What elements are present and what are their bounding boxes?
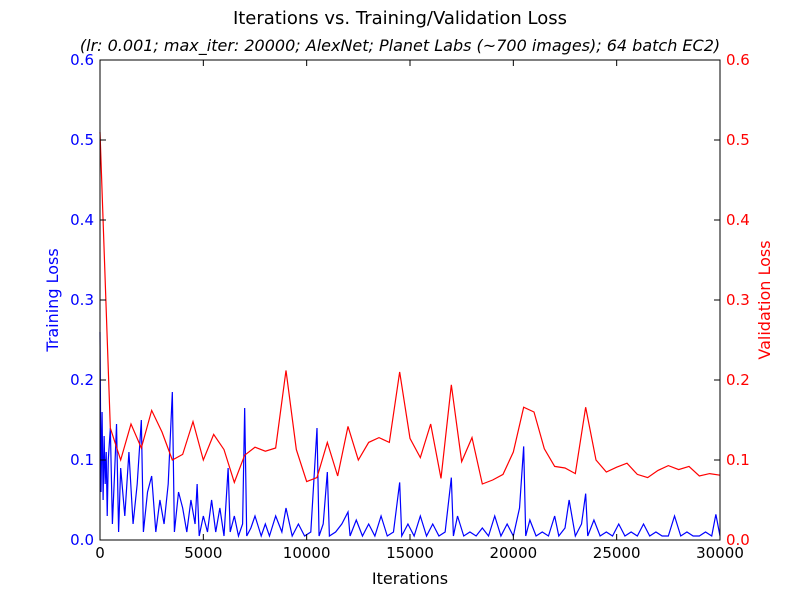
y-left-tick-label: 0.1 — [70, 451, 94, 469]
y-axis-left-label: Training Loss — [43, 248, 62, 352]
series-layer — [99, 131, 721, 539]
y-left-tick-label: 0.0 — [70, 531, 94, 549]
x-tick-label: 25000 — [593, 544, 641, 562]
validation-loss-line — [99, 131, 721, 485]
y-right-tick-label: 0.0 — [726, 531, 750, 549]
chart-title: Iterations vs. Training/Validation Loss — [232, 8, 568, 29]
x-tick-label: 15000 — [386, 544, 434, 562]
y-right-tick-label: 0.5 — [726, 131, 750, 149]
y-axis-right-label: Validation Loss — [755, 240, 774, 359]
x-tick-label: 20000 — [489, 544, 537, 562]
y-right-tick-label: 0.6 — [726, 51, 750, 69]
axes-frame — [99, 59, 721, 541]
y-right-tick-label: 0.1 — [726, 451, 750, 469]
chart-subtitle: (lr: 0.001; max_iter: 20000; AlexNet; Pl… — [79, 36, 721, 55]
ticks-layer: 0 5000 10000 15000 20000 25000 300000.00.10.20… — [70, 51, 750, 562]
y-left-tick-label: 0.2 — [70, 371, 94, 389]
x-tick-label: 0 — [95, 544, 105, 562]
y-left-tick-label: 0.4 — [70, 211, 94, 229]
y-left-tick-label: 0.6 — [70, 51, 94, 69]
y-left-tick-label: 0.5 — [70, 131, 94, 149]
x-axis-label: Iterations — [372, 569, 448, 588]
x-tick-label: 30000 — [696, 544, 744, 562]
y-left-tick-label: 0.3 — [70, 291, 94, 309]
x-tick-label: 10000 — [283, 544, 331, 562]
y-right-tick-label: 0.4 — [726, 211, 750, 229]
y-right-tick-label: 0.2 — [726, 371, 750, 389]
x-tick-label: 5000 — [184, 544, 222, 562]
training-loss-line — [99, 331, 721, 539]
y-right-tick-label: 0.3 — [726, 291, 750, 309]
